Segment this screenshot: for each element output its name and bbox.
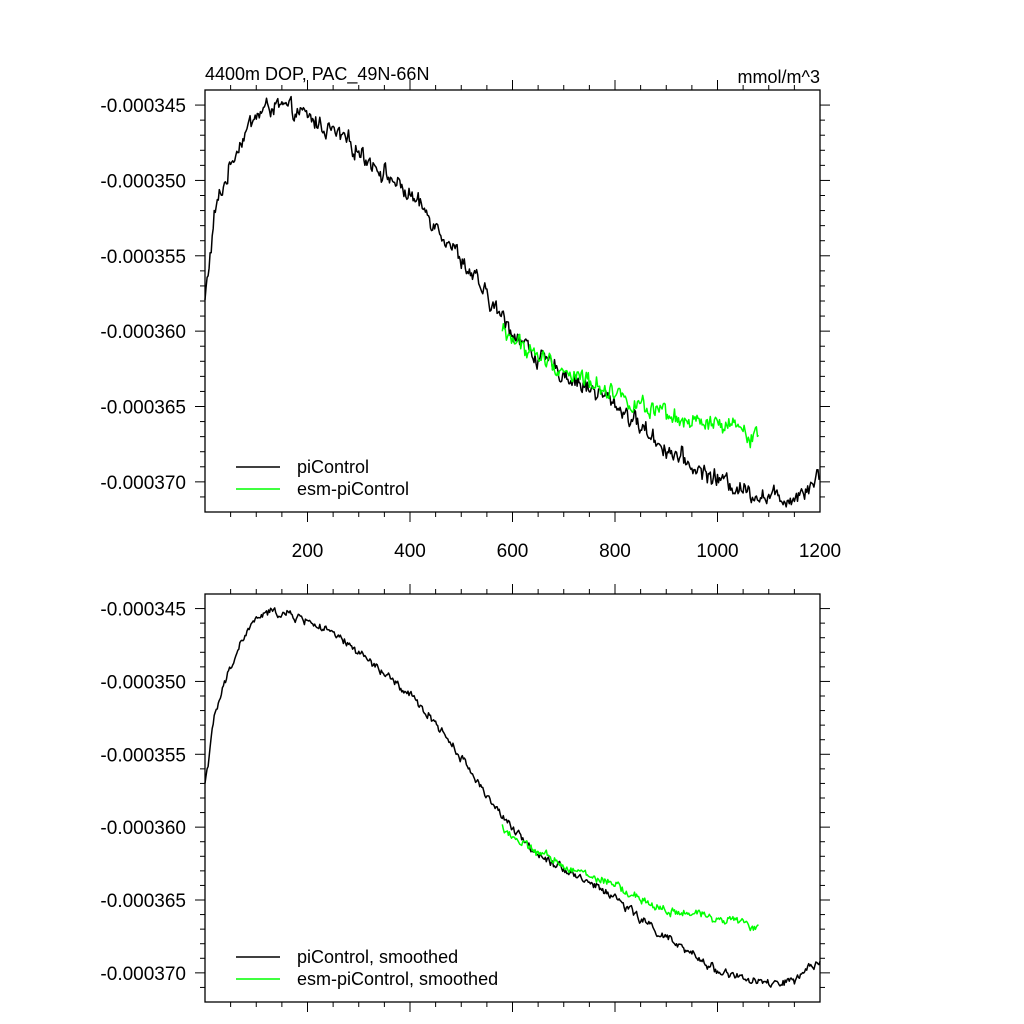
- series-line-picontrol: [204, 95, 821, 508]
- y-tick-label: -0.000350: [100, 171, 186, 192]
- y-tick-label: -0.000365: [100, 891, 186, 912]
- plot-frame: [204, 89, 821, 513]
- legend-label: piControl: [297, 457, 369, 477]
- y-tick-label: -0.000370: [100, 964, 186, 985]
- y-tick-label: -0.000360: [100, 322, 186, 343]
- y-tick-label: -0.000350: [100, 672, 186, 693]
- x-tick-label: 200: [292, 541, 324, 562]
- series-line-esm-picontrol: [501, 323, 760, 449]
- y-tick-label: -0.000370: [100, 473, 186, 494]
- x-tick-label: 800: [599, 541, 631, 562]
- y-tick-label: -0.000365: [100, 398, 186, 419]
- y-tick-label: -0.000360: [100, 818, 186, 839]
- y-tick-label: -0.000355: [100, 745, 186, 766]
- units-label: mmol/m^3: [738, 67, 820, 87]
- x-tick-label: 1000: [696, 541, 738, 562]
- y-tick-label: -0.000345: [100, 96, 186, 117]
- legend-label: piControl, smoothed: [297, 947, 458, 967]
- chart-panel-2: -0.000345 -0.000350 -0.000355 -0.000360 -0.0…: [100, 584, 830, 1012]
- y-tick-label: -0.000345: [100, 600, 186, 621]
- x-tick-label: 400: [394, 541, 426, 562]
- legend-label: esm-piControl, smoothed: [297, 969, 498, 989]
- chart-title: 4400m DOP, PAC_49N-66N: [205, 64, 429, 85]
- x-tick-label: 1200: [799, 541, 841, 562]
- plot-frame: [204, 593, 821, 1003]
- y-tick-label: -0.000355: [100, 247, 186, 268]
- x-tick-label: 600: [497, 541, 529, 562]
- series-line-esm-picontrol-smoothed: [501, 824, 759, 932]
- chart-panel-1: 200 400 600 800 1000 1200 -0.000345 -0.000350 -0…: [100, 64, 841, 562]
- series-line-picontrol-smoothed: [204, 607, 821, 988]
- legend-label: esm-piControl: [297, 479, 409, 499]
